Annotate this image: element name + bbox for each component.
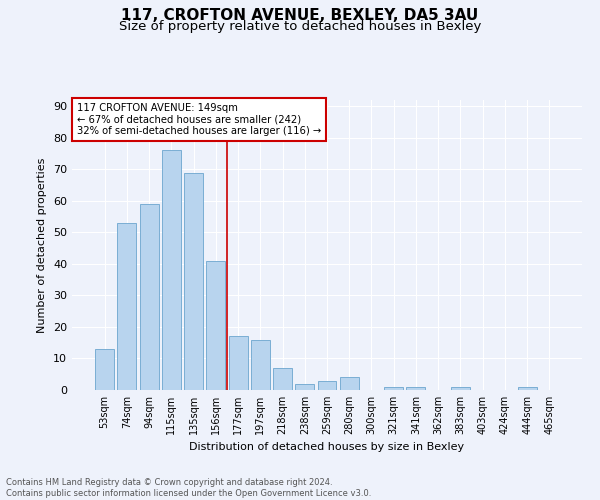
Bar [273,368,292,390]
Bar [206,261,225,390]
Text: Contains HM Land Registry data © Crown copyright and database right 2024.
Contai: Contains HM Land Registry data © Crown c… [6,478,371,498]
Bar [406,387,425,390]
Bar [140,204,158,390]
Text: 117, CROFTON AVENUE, BEXLEY, DA5 3AU: 117, CROFTON AVENUE, BEXLEY, DA5 3AU [121,8,479,22]
Bar [451,387,470,390]
Bar [317,380,337,390]
Bar [118,223,136,390]
Text: 117 CROFTON AVENUE: 149sqm
← 67% of detached houses are smaller (242)
32% of sem: 117 CROFTON AVENUE: 149sqm ← 67% of deta… [77,103,322,136]
Bar [184,172,203,390]
Bar [162,150,181,390]
Text: Distribution of detached houses by size in Bexley: Distribution of detached houses by size … [190,442,464,452]
Bar [518,387,536,390]
Bar [95,349,114,390]
Text: Size of property relative to detached houses in Bexley: Size of property relative to detached ho… [119,20,481,33]
Bar [229,336,248,390]
Bar [340,378,359,390]
Y-axis label: Number of detached properties: Number of detached properties [37,158,47,332]
Bar [251,340,270,390]
Bar [295,384,314,390]
Bar [384,387,403,390]
